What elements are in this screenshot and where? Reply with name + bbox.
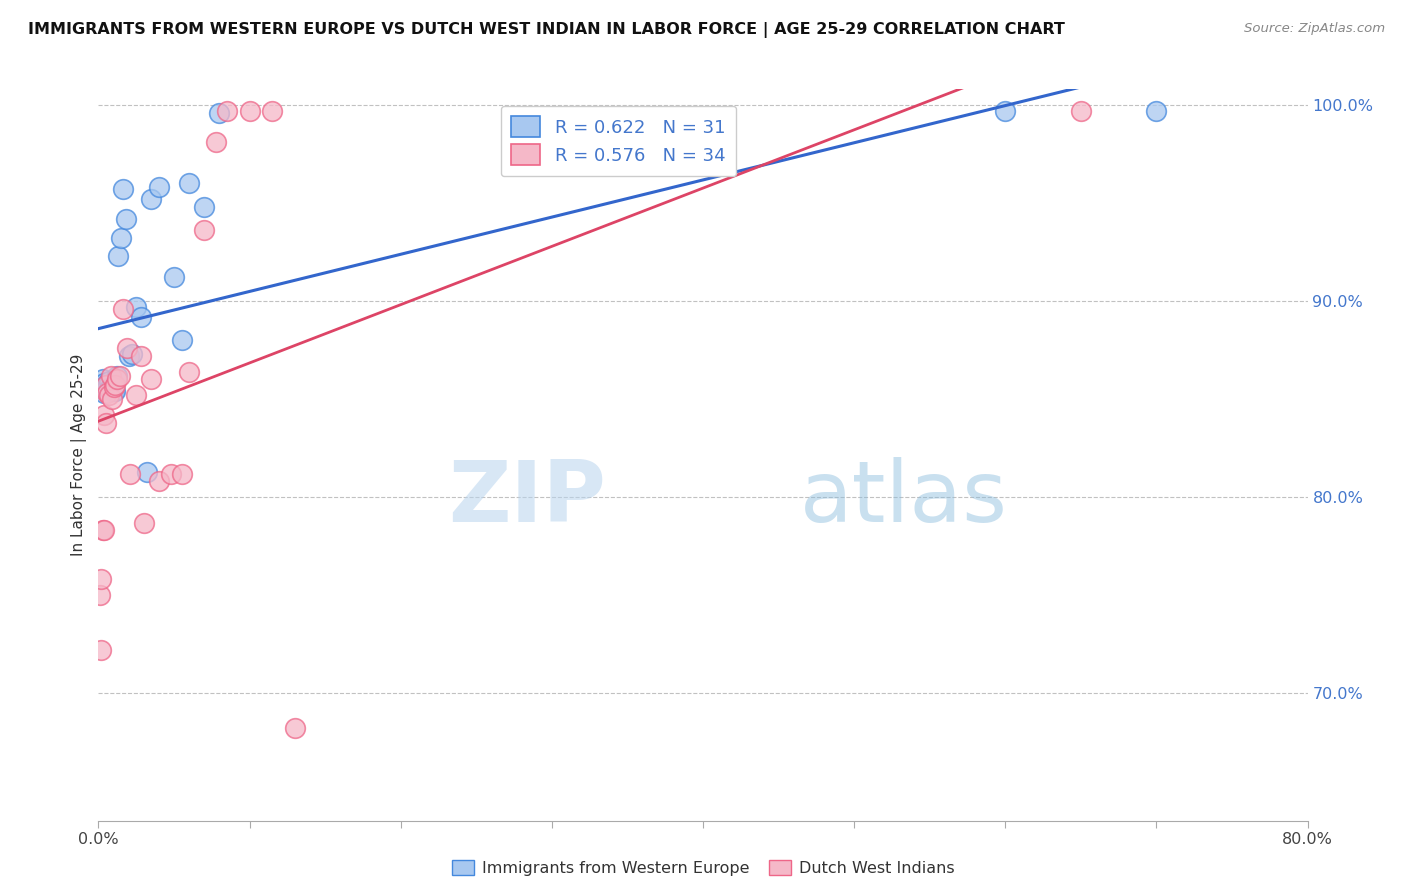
Point xyxy=(120,467,142,481)
Point xyxy=(215,103,238,118)
Point xyxy=(103,384,125,399)
Point xyxy=(94,378,117,392)
Legend: Immigrants from Western Europe, Dutch West Indians: Immigrants from Western Europe, Dutch We… xyxy=(446,854,960,882)
Point xyxy=(105,372,128,386)
Point xyxy=(93,386,115,401)
Point xyxy=(90,643,112,657)
Point xyxy=(148,180,170,194)
Point xyxy=(93,408,115,422)
Point xyxy=(90,378,112,392)
Point xyxy=(125,388,148,402)
Point xyxy=(111,182,134,196)
Point xyxy=(105,368,128,383)
Point xyxy=(93,376,115,391)
Point xyxy=(104,384,127,399)
Point xyxy=(262,103,284,118)
Point xyxy=(148,475,170,489)
Point xyxy=(239,103,262,118)
Point xyxy=(100,380,122,394)
Point xyxy=(96,380,118,394)
Point xyxy=(141,192,163,206)
Text: Source: ZipAtlas.com: Source: ZipAtlas.com xyxy=(1244,22,1385,36)
Point xyxy=(101,384,124,399)
Point xyxy=(170,467,193,481)
Point xyxy=(177,365,201,379)
Point xyxy=(284,722,307,736)
Y-axis label: In Labor Force | Age 25-29: In Labor Force | Age 25-29 xyxy=(72,354,87,556)
Text: IMMIGRANTS FROM WESTERN EUROPE VS DUTCH WEST INDIAN IN LABOR FORCE | AGE 25-29 C: IMMIGRANTS FROM WESTERN EUROPE VS DUTCH … xyxy=(28,22,1064,38)
Point xyxy=(101,392,124,406)
Point xyxy=(110,231,132,245)
Point xyxy=(104,378,127,392)
Point xyxy=(118,349,141,363)
Point xyxy=(96,386,118,401)
Point xyxy=(91,524,114,538)
Point xyxy=(132,516,155,530)
Point xyxy=(98,375,121,389)
Point xyxy=(208,105,231,120)
Point xyxy=(994,103,1017,118)
Point xyxy=(141,372,163,386)
Point xyxy=(103,380,125,394)
Point xyxy=(121,347,143,361)
Point xyxy=(89,588,111,602)
Point xyxy=(193,200,215,214)
Point xyxy=(193,223,215,237)
Text: ZIP: ZIP xyxy=(449,458,606,541)
Point xyxy=(94,416,117,430)
Point xyxy=(125,300,148,314)
Point xyxy=(129,349,152,363)
Point xyxy=(98,388,121,402)
Point xyxy=(115,341,138,355)
Point xyxy=(163,270,186,285)
Point xyxy=(93,524,115,538)
Point xyxy=(108,368,131,383)
Point xyxy=(94,378,117,392)
Point xyxy=(91,372,114,386)
Text: atlas: atlas xyxy=(800,458,1008,541)
Point xyxy=(1070,103,1092,118)
Point xyxy=(107,249,129,263)
Point xyxy=(98,382,121,396)
Point xyxy=(129,310,152,324)
Point xyxy=(177,177,201,191)
Point xyxy=(100,368,122,383)
Point xyxy=(114,211,136,226)
Point xyxy=(170,333,193,347)
Point xyxy=(160,467,183,481)
Point xyxy=(205,135,228,149)
Point xyxy=(1144,103,1167,118)
Point xyxy=(135,465,157,479)
Point xyxy=(90,573,112,587)
Point xyxy=(111,301,134,316)
